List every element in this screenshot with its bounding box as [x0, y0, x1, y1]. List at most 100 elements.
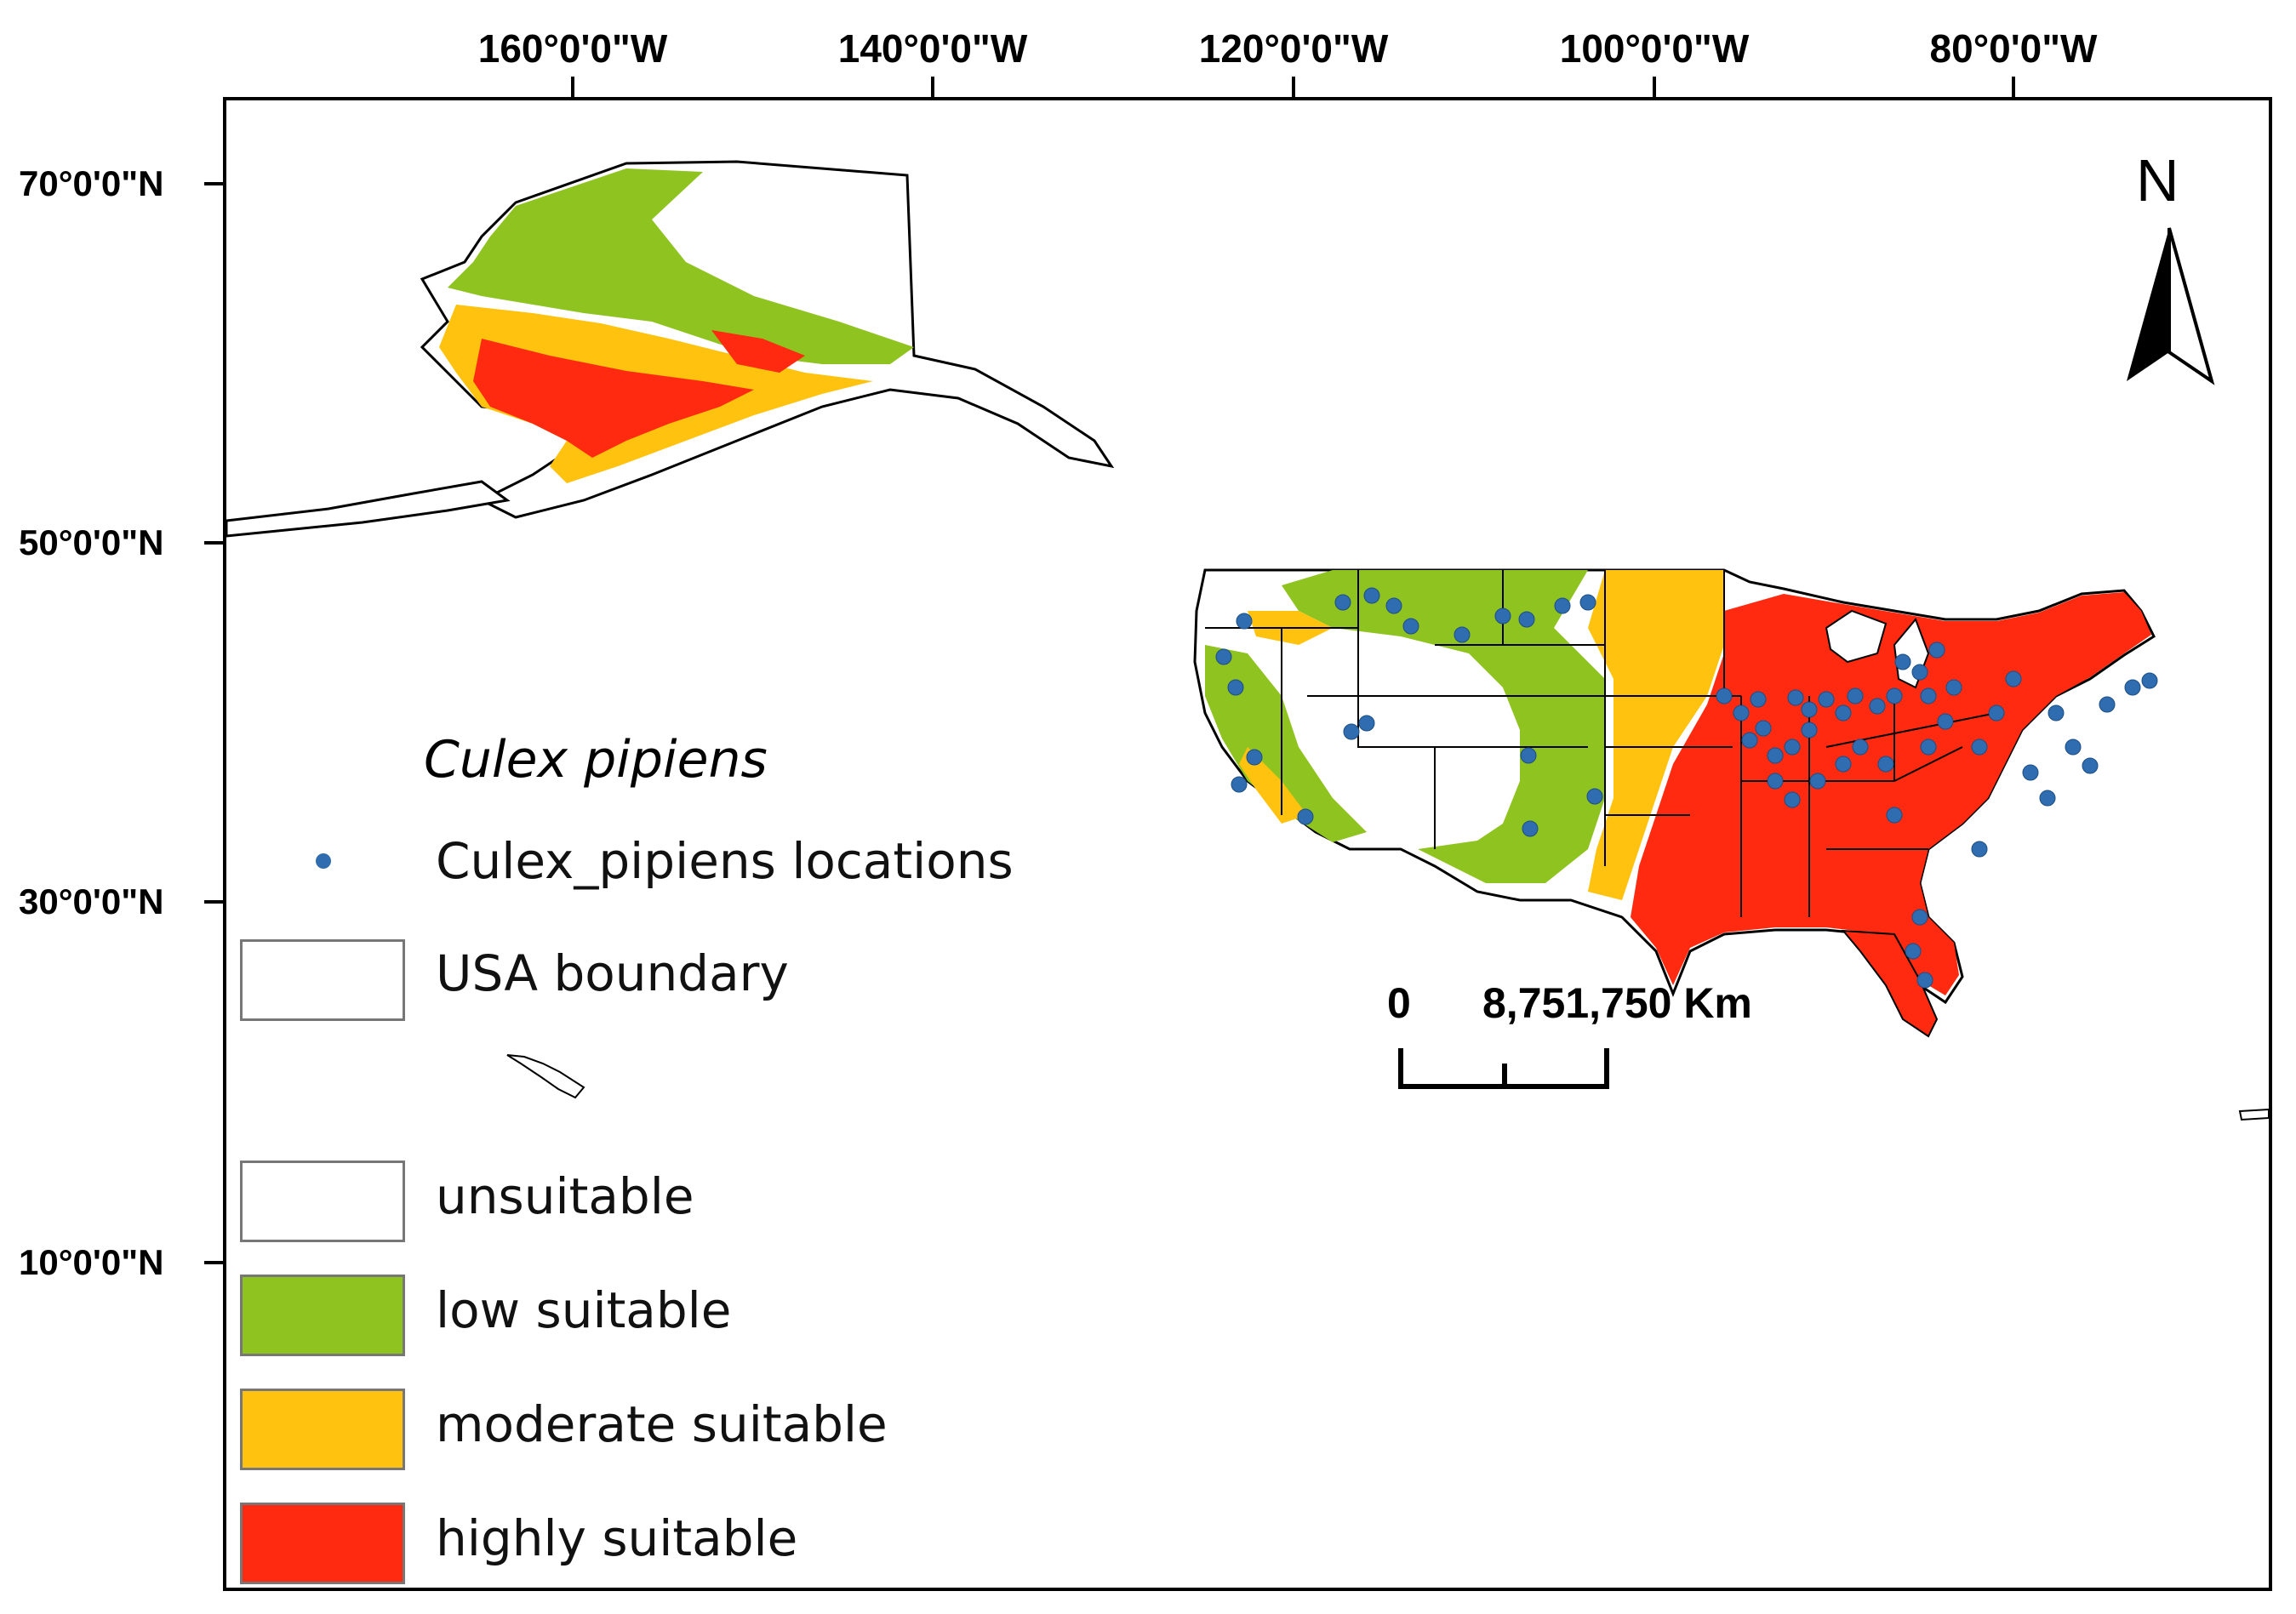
location-point	[1835, 756, 1852, 773]
longitude-label-120w: 120°0'0"W	[1198, 26, 1389, 71]
usa-moderate-suitable	[1588, 570, 1724, 900]
longitude-label-140w: 140°0'0"W	[837, 26, 1028, 71]
florida-highly-suitable	[1841, 929, 1939, 1038]
location-point	[1236, 613, 1253, 630]
legend-swatch-low	[240, 1275, 405, 1356]
location-point	[1733, 704, 1750, 721]
state-boundaries	[1205, 570, 1997, 917]
longitude-tick	[2012, 77, 2015, 99]
north-arrow-icon	[2167, 227, 2215, 385]
location-point	[1755, 720, 1772, 737]
alaska-highly-suitable	[473, 339, 754, 458]
location-point	[1801, 721, 1818, 739]
location-point	[1750, 691, 1767, 708]
location-point	[1928, 642, 1945, 659]
latitude-label-50n: 50°0'0"N	[19, 522, 164, 562]
legend-label-high: highly suitable	[436, 1509, 798, 1567]
location-point	[1363, 587, 1380, 604]
longitude-label-160w: 160°0'0"W	[477, 26, 668, 71]
north-arrow-label: N	[2136, 147, 2179, 214]
scale-distance-label: 8,751,750 Km	[1482, 979, 1752, 1027]
location-point	[1886, 807, 1903, 824]
location-point	[1988, 704, 2005, 721]
location-point	[1784, 791, 1801, 808]
puerto-rico	[2238, 1108, 2269, 1121]
north-arrow-icon	[2127, 228, 2169, 381]
location-point	[2099, 696, 2116, 713]
location-point	[2039, 790, 2056, 807]
location-point	[1787, 689, 1804, 706]
latitude-tick	[204, 182, 225, 185]
location-point	[2048, 704, 2065, 721]
location-point	[2022, 764, 2039, 781]
location-point	[1877, 756, 1894, 773]
latitude-label-30n: 30°0'0"N	[19, 881, 164, 921]
location-point	[1215, 648, 1232, 665]
legend-label-unsuitable: unsuitable	[436, 1167, 694, 1225]
location-point	[1894, 653, 1911, 670]
scale-bar-tick	[1398, 1048, 1403, 1089]
alaska-low-suitable	[448, 168, 914, 364]
latitude-label-10n: 10°0'0"N	[19, 1242, 164, 1282]
location-point	[1246, 749, 1263, 766]
aleutian-islands	[226, 480, 511, 538]
location-point	[1835, 704, 1852, 721]
location-point	[1494, 607, 1511, 624]
location-point	[1886, 687, 1903, 704]
legend-location-dot-icon	[316, 853, 331, 869]
location-point	[1809, 773, 1826, 790]
location-point	[1767, 773, 1784, 790]
location-point	[1847, 687, 1864, 704]
longitude-label-100w: 100°0'0"W	[1559, 26, 1750, 71]
location-point	[2082, 757, 2099, 774]
location-point	[1971, 739, 1988, 756]
location-point	[1334, 594, 1351, 611]
legend-boundary-swatch	[240, 939, 405, 1021]
scale-zero-label: 0	[1387, 979, 1411, 1027]
location-point	[1767, 747, 1784, 764]
location-point	[1916, 972, 1933, 989]
location-point	[1227, 679, 1244, 696]
location-point	[1971, 841, 1988, 858]
location-point	[1905, 943, 1922, 960]
location-point	[1554, 597, 1571, 614]
legend-swatch-moderate	[240, 1389, 405, 1470]
location-point	[1716, 687, 1733, 704]
location-point	[1518, 611, 1535, 628]
longitude-tick	[571, 77, 574, 99]
legend-label-moderate: moderate suitable	[436, 1395, 888, 1453]
legend-label-low: low suitable	[436, 1281, 732, 1339]
legend-swatch-unsuitable	[240, 1161, 405, 1242]
legend-locations-label: Culex_pipiens locations	[436, 832, 1014, 890]
location-point	[1869, 698, 1886, 715]
location-point	[2065, 739, 2082, 756]
usa-moderate-suitable	[1239, 747, 1307, 824]
hawaii-islands	[506, 1054, 585, 1099]
location-point	[1911, 664, 1928, 681]
alaska-highly-suitable	[711, 330, 805, 373]
latitude-tick	[204, 541, 225, 545]
longitude-tick	[1292, 77, 1295, 99]
location-point	[1402, 618, 1419, 635]
location-point	[1358, 715, 1375, 732]
usa-low-suitable	[1205, 645, 1367, 842]
longitude-tick	[931, 77, 934, 99]
latitude-label-70n: 70°0'0"N	[19, 163, 164, 203]
location-point	[2005, 670, 2022, 687]
location-point	[1297, 808, 1314, 825]
great-lakes	[1825, 609, 1888, 664]
location-point	[1852, 739, 1869, 756]
map-frame	[223, 97, 2272, 1591]
legend-boundary-label: USA boundary	[436, 944, 789, 1002]
usa-low-suitable	[1282, 570, 1605, 883]
location-point	[1385, 597, 1402, 614]
location-point	[1818, 691, 1835, 708]
location-point	[1920, 739, 1937, 756]
longitude-tick	[1653, 77, 1656, 99]
location-point	[1937, 713, 1954, 730]
scale-bar-tick	[1604, 1048, 1609, 1089]
scale-bar-tick	[1502, 1064, 1507, 1089]
location-point	[1586, 788, 1603, 805]
legend-swatch-high	[240, 1503, 405, 1584]
location-point	[1920, 687, 1937, 704]
